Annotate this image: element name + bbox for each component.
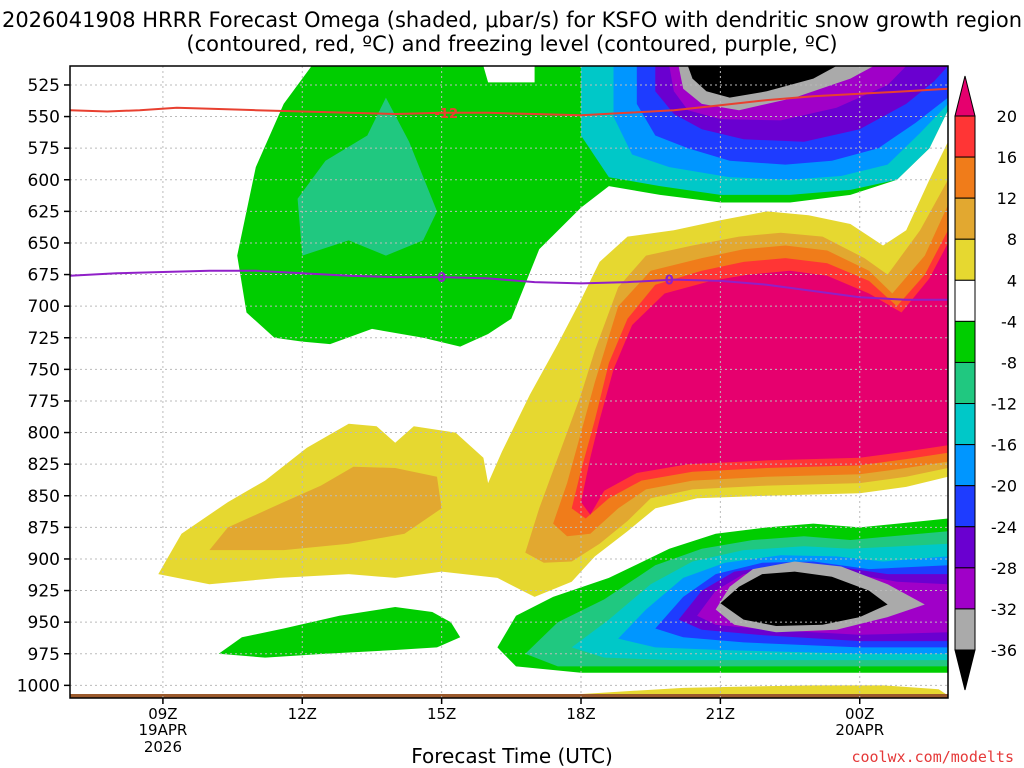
colorbar-bin [954, 156, 976, 199]
colorbar-bin [954, 526, 976, 569]
omega-region-upper-core-black [687, 66, 837, 98]
colorbar-bin [954, 485, 976, 528]
contour-freezing-level-0C [70, 269, 948, 301]
colorbar-bin [954, 444, 976, 487]
y-tick-label: 700 [28, 297, 60, 317]
credit-link[interactable]: coolwx.com/modelts [851, 748, 1014, 766]
colorbar-bin [954, 403, 976, 446]
y-tick-label: 1000 [17, 676, 60, 696]
colorbar-tick-label: -28 [991, 559, 1017, 578]
x-tick-label: 12Z [288, 705, 317, 723]
y-tick-label: 875 [28, 518, 60, 538]
colorbar-tick-label: -8 [1001, 353, 1017, 372]
contour-label: 0 [437, 271, 446, 286]
date-label: 20APR [835, 721, 885, 739]
contour-label: -12 [435, 107, 459, 122]
x-tick-label: 00Z [845, 705, 874, 723]
y-tick-label: 575 [28, 139, 60, 159]
y-tick-label: 650 [28, 234, 60, 254]
y-tick-label: 950 [28, 613, 60, 633]
y-tick-label: 675 [28, 266, 60, 286]
colorbar-bottom-triangle [954, 649, 976, 691]
colorbar-bin [954, 197, 976, 240]
colorbar-tick-label: 16 [997, 148, 1017, 167]
colorbar-tick-label: -36 [991, 641, 1017, 660]
y-tick-label: 800 [28, 424, 60, 444]
colorbar-tick-label: 12 [997, 189, 1017, 208]
y-tick-label: 525 [28, 76, 60, 96]
colorbar-tick-label: 8 [1007, 230, 1017, 249]
y-tick-label: 600 [28, 171, 60, 191]
omega-region-mid-magenta [581, 243, 948, 515]
colorbar-bin [954, 115, 976, 158]
colorbar-bin [954, 567, 976, 610]
colorbar-tick-label: 20 [997, 107, 1017, 126]
colorbar-bin [954, 608, 976, 651]
y-tick-label: 725 [28, 329, 60, 349]
omega-region-mid-orange-left [209, 466, 442, 551]
colorbar-tick-label: -16 [991, 436, 1017, 455]
omega-region-lower-green-left [218, 607, 461, 658]
colorbar: 20 16 12 8 4 -4 -8 -12 -16 -20 -24 -28 -32 -36 [954, 75, 1017, 691]
ground-surface [70, 694, 948, 698]
chart-title: 2026041908 HRRR Forecast Omega (shaded, … [1, 8, 1023, 56]
y-tick-label: 900 [28, 550, 60, 570]
colorbar-tick-label: -4 [1001, 312, 1017, 331]
colorbar-tick-label: -20 [991, 477, 1017, 496]
date-label: 2026 [143, 738, 182, 756]
colorbar-tick-label: -32 [991, 600, 1017, 619]
y-tick-label: 975 [28, 645, 60, 665]
x-tick-label: 18Z [566, 705, 595, 723]
omega-region-bottom-yellow [557, 685, 948, 696]
x-tick-label: 21Z [706, 705, 735, 723]
x-axis-label: Forecast Time (UTC) [411, 744, 613, 768]
date-label: 19APR [138, 721, 188, 739]
y-tick-label: 750 [28, 360, 60, 380]
colorbar-bin [954, 238, 976, 281]
colorbar-tick-label: 4 [1007, 271, 1017, 290]
x-tick-label: 09Z [148, 705, 177, 723]
colorbar-bin [954, 320, 976, 363]
colorbar-tick-label: -24 [991, 518, 1017, 537]
plot-frame [69, 65, 949, 699]
y-tick-label: 550 [28, 108, 60, 128]
y-tick-label: 825 [28, 455, 60, 475]
x-tick-label: 15Z [427, 705, 456, 723]
y-tick-label: 625 [28, 202, 60, 222]
colorbar-bin [954, 279, 976, 322]
y-tick-label: 775 [28, 392, 60, 412]
colorbar-top-triangle [954, 75, 976, 117]
plot-area: -12 0 0 [70, 66, 948, 698]
contour-dgz--12C [70, 87, 948, 117]
y-tick-label: 850 [28, 487, 60, 507]
colorbar-bin [954, 361, 976, 405]
omega-region-lower-black [720, 571, 888, 626]
colorbar-tick-label: -12 [991, 395, 1017, 414]
omega-region-upper-teal [297, 97, 437, 256]
y-tick-label: 925 [28, 582, 60, 602]
contour-label: 0 [665, 274, 674, 289]
